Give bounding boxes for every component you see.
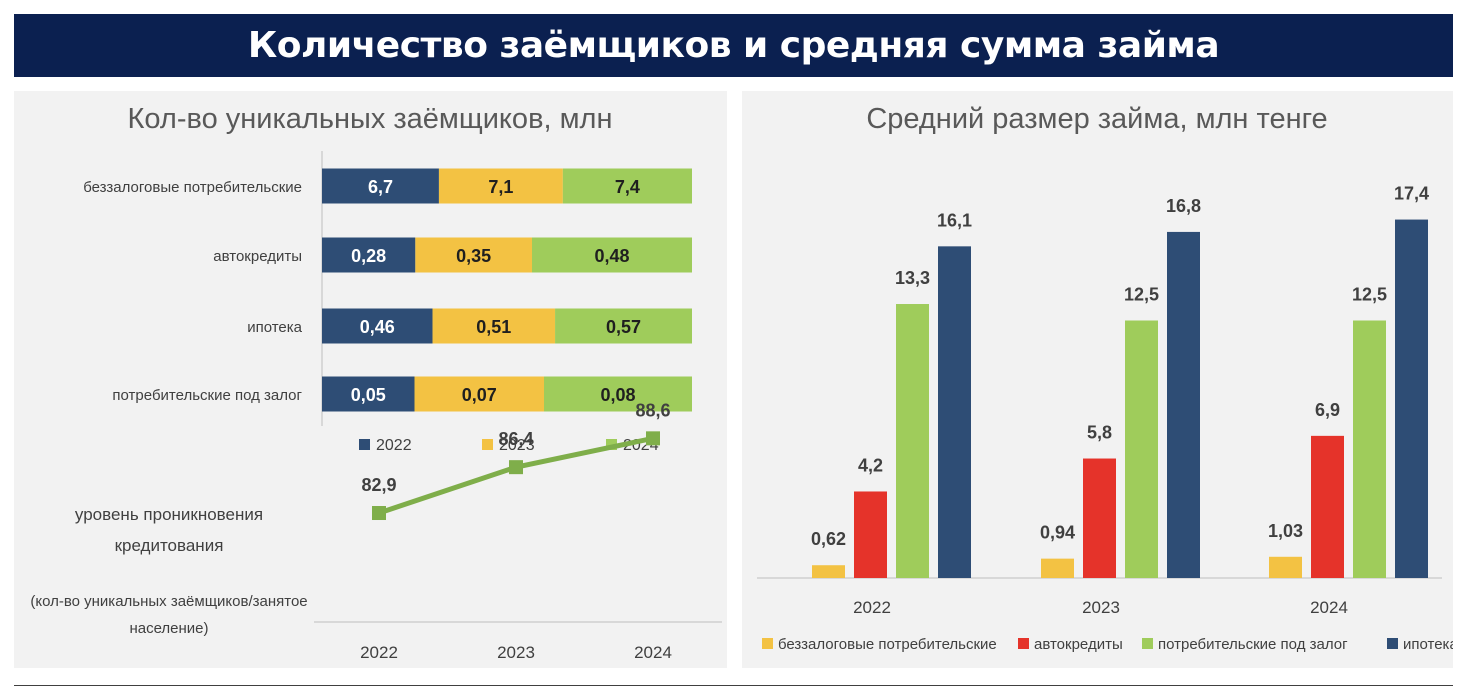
cluster-data-label: 5,8 [1087,423,1112,443]
stack-bar-segment [322,376,415,412]
cluster-data-label: 4,2 [858,455,883,475]
stack-data-label: 0,48 [594,246,629,266]
stack-bar-segment [322,237,416,273]
stack-bar-segment [532,237,692,273]
borrowers-chart: Кол-во уникальных заёмщиков, млн беззало… [30,103,722,662]
cluster-legend-label: потребительские под залог [1158,636,1348,653]
penetration-x-tick: 2022 [360,643,398,662]
stack-category-label: автокредиты [213,248,302,265]
stack-bar-segment [414,376,544,412]
penetration-subtitle-line2: население) [129,620,208,637]
penetration-subtitle-line1: (кол-во уникальных заёмщиков/занятое [30,593,307,610]
stack-category-label: ипотека [247,319,302,336]
cluster-data-label: 16,1 [937,210,972,230]
stack-data-label: 0,51 [476,317,511,337]
cluster-legend-label: беззалоговые потребительские [778,636,997,653]
penetration-marker [646,431,660,446]
stack-category-label: беззалоговые потребительские [83,179,302,196]
cluster-legend-swatch [762,638,773,649]
cluster-x-tick: 2024 [1310,598,1348,617]
stack-bar-segment [322,168,439,204]
penetration-data-label: 86,4 [498,429,533,449]
cluster-legend-swatch [1387,638,1398,649]
penetration-title-line1: уровень проникновения [75,505,263,524]
stack-bar-segment [438,168,563,204]
stack-data-label: 0,08 [600,385,635,405]
cluster-bar [1269,556,1302,578]
cluster-bar [1395,219,1428,578]
penetration-title-line2: кредитования [115,536,224,555]
stack-data-label: 6,7 [368,177,393,197]
page-title: Количество заёмщиков и средняя сумма зай… [247,25,1220,66]
penetration-marker [372,506,386,521]
stack-bar-segment [544,376,692,412]
cluster-bar [1083,458,1116,578]
stack-data-label: 0,07 [462,385,497,405]
stack-data-label: 0,57 [606,317,641,337]
cluster-data-label: 12,5 [1352,285,1387,305]
stack-legend-swatch [482,439,493,450]
penetration-x-tick: 2024 [634,643,672,662]
stack-category-label: потребительские под залог [112,387,302,404]
stack-bar-segment [562,168,692,204]
cluster-data-label: 12,5 [1124,285,1159,305]
loan-size-panel: Средний размер займа, млн тенге 0,62 4,2 1… [742,91,1458,668]
loan-size-chart-title: Средний размер займа, млн тенге [866,103,1327,135]
stack-bar-segment [432,308,556,344]
cluster-data-label: 6,9 [1315,400,1340,420]
cluster-bar [938,246,971,578]
stack-data-label: 0,46 [360,317,395,337]
stack-data-label: 0,35 [456,246,491,266]
borrowers-panel: Кол-во уникальных заёмщиков, млн беззало… [14,91,727,668]
cluster-legend-swatch [1142,638,1153,649]
cluster-bar [1125,320,1158,578]
stack-legend-label: 2022 [376,437,412,454]
cluster-bar [1167,231,1200,579]
cluster-legend-label: автокредиты [1034,636,1123,653]
cluster-bar [812,565,845,578]
stack-bar-segment [555,308,692,344]
penetration-data-label: 82,9 [361,475,396,495]
borrowers-chart-title: Кол-во уникальных заёмщиков, млн [128,103,613,135]
penetration-marker [509,460,523,475]
cluster-data-label: 0,62 [811,529,846,549]
cluster-legend-swatch [1018,638,1029,649]
cluster-bar [1041,558,1074,578]
cluster-data-label: 0,94 [1040,523,1075,543]
stack-data-label: 7,1 [488,177,513,197]
stack-data-label: 0,28 [351,246,386,266]
stack-data-label: 7,4 [615,177,640,197]
cluster-bar [1311,435,1344,578]
stack-bar-segment [415,237,532,273]
cluster-data-label: 16,8 [1166,196,1201,216]
page-title-banner: Количество заёмщиков и средняя сумма зай… [14,14,1453,77]
loan-size-chart: Средний размер займа, млн тенге 0,62 4,2 1… [757,103,1458,653]
stack-legend-label: 2023 [499,437,535,454]
penetration-x-tick: 2023 [497,643,535,662]
cluster-data-label: 13,3 [895,268,930,288]
stack-legend-swatch [359,439,370,450]
cluster-bar [1353,320,1386,578]
penetration-data-label: 88,6 [635,400,670,420]
stack-data-label: 0,05 [351,385,386,405]
cluster-x-tick: 2023 [1082,598,1120,617]
stack-bar-segment [322,308,433,344]
cluster-x-tick: 2022 [853,598,891,617]
cluster-data-label: 1,03 [1268,521,1303,541]
cluster-bar [896,304,929,578]
cluster-bar [854,491,887,578]
stack-legend-swatch [606,439,617,450]
cluster-legend-label: ипотека [1403,636,1453,653]
cluster-data-label: 17,4 [1394,184,1429,204]
